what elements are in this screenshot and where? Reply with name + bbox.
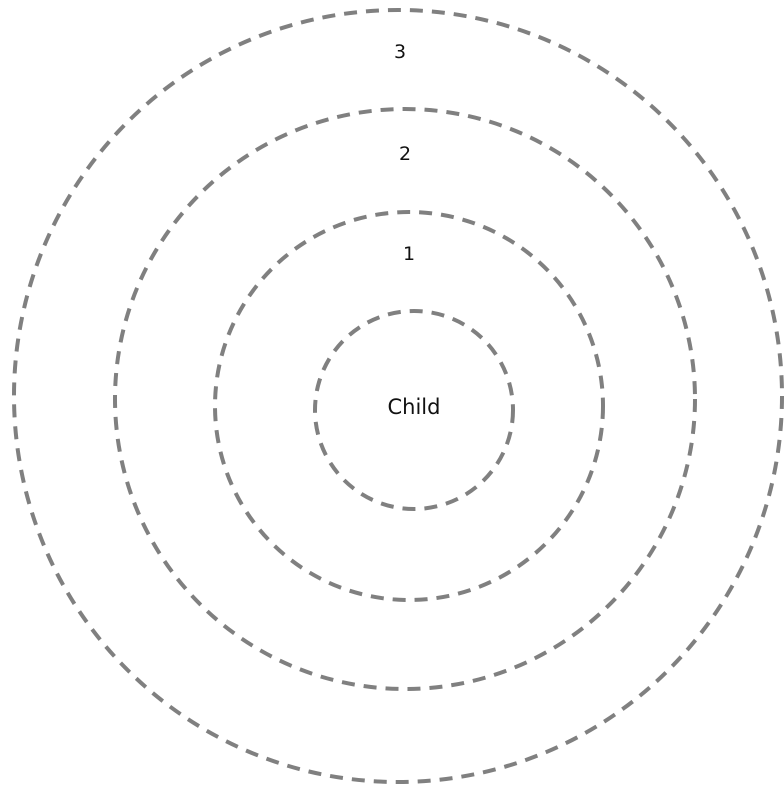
ring-label-3: 3 [394, 41, 406, 63]
ring-3 [12, 8, 784, 784]
center-label: Child [388, 395, 441, 419]
ring-1 [213, 210, 605, 602]
ring-2 [113, 107, 697, 691]
ring-label-1: 1 [403, 243, 415, 265]
ring-label-2: 2 [399, 143, 411, 165]
center-circle [313, 309, 515, 511]
